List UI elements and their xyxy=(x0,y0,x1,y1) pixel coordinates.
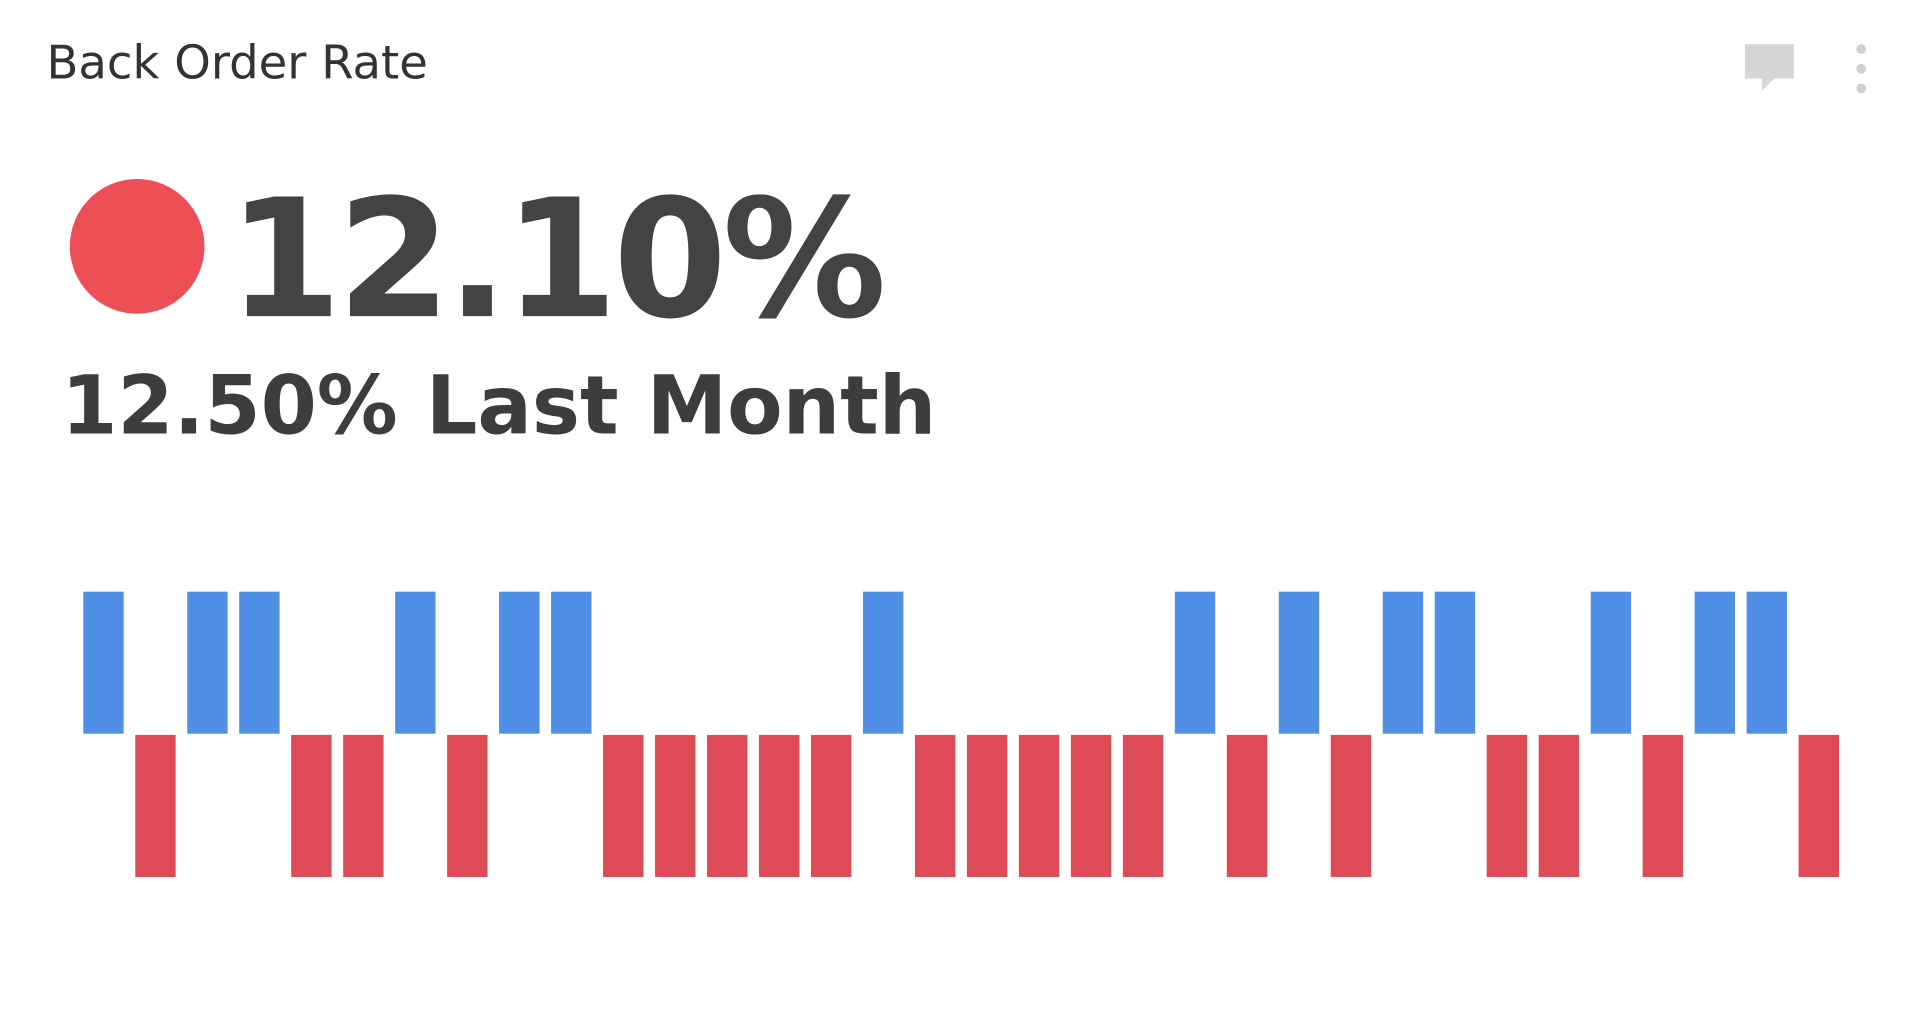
winloss-bar xyxy=(1122,734,1164,877)
winloss-bar xyxy=(1694,591,1736,734)
winloss-bar xyxy=(707,734,748,877)
winloss-bar xyxy=(1070,734,1112,877)
winloss-bar xyxy=(1382,591,1424,734)
winloss-bar xyxy=(135,734,176,877)
winloss-bar xyxy=(1538,734,1580,877)
winloss-bar xyxy=(1226,734,1268,877)
winloss-bar xyxy=(291,734,332,877)
winloss-bar xyxy=(187,591,228,734)
winloss-bar xyxy=(1642,734,1684,877)
winloss-bar xyxy=(343,734,384,877)
widget-title: Back Order Rate xyxy=(47,36,428,90)
kpi-comparison: 12.50% Last Month xyxy=(61,360,936,454)
winloss-bar xyxy=(862,591,904,734)
winloss-bar xyxy=(395,591,436,734)
winloss-bar xyxy=(499,591,540,734)
winloss-bar xyxy=(603,734,644,877)
menu-dot xyxy=(1856,83,1867,94)
winloss-bar xyxy=(239,591,280,734)
winloss-bar xyxy=(1798,734,1839,877)
sparkline xyxy=(83,591,1839,877)
winloss-bar xyxy=(447,734,488,877)
winloss-bar xyxy=(655,734,696,877)
menu-icon[interactable] xyxy=(1856,44,1867,94)
winloss-bar xyxy=(1746,591,1788,734)
kpi-value: 12.10% xyxy=(228,164,883,355)
menu-dot xyxy=(1856,63,1867,74)
winloss-bar xyxy=(1018,734,1060,877)
winloss-bar xyxy=(1330,734,1372,877)
winloss-bar xyxy=(759,734,800,877)
winloss-bar xyxy=(1486,734,1528,877)
comment-bubble xyxy=(1744,44,1794,91)
comment-icon[interactable] xyxy=(1744,44,1794,91)
winloss-bar xyxy=(83,591,124,734)
winloss-bar xyxy=(966,734,1008,877)
status-indicator xyxy=(69,179,205,314)
winloss-bar xyxy=(1174,591,1216,734)
winloss-bar xyxy=(1434,591,1476,734)
winloss-bar xyxy=(810,734,852,877)
winloss-bar xyxy=(551,591,592,734)
winloss-bar xyxy=(914,734,956,877)
menu-dot xyxy=(1856,44,1867,55)
winloss-bar xyxy=(1278,591,1320,734)
winloss-bar xyxy=(1590,591,1632,734)
